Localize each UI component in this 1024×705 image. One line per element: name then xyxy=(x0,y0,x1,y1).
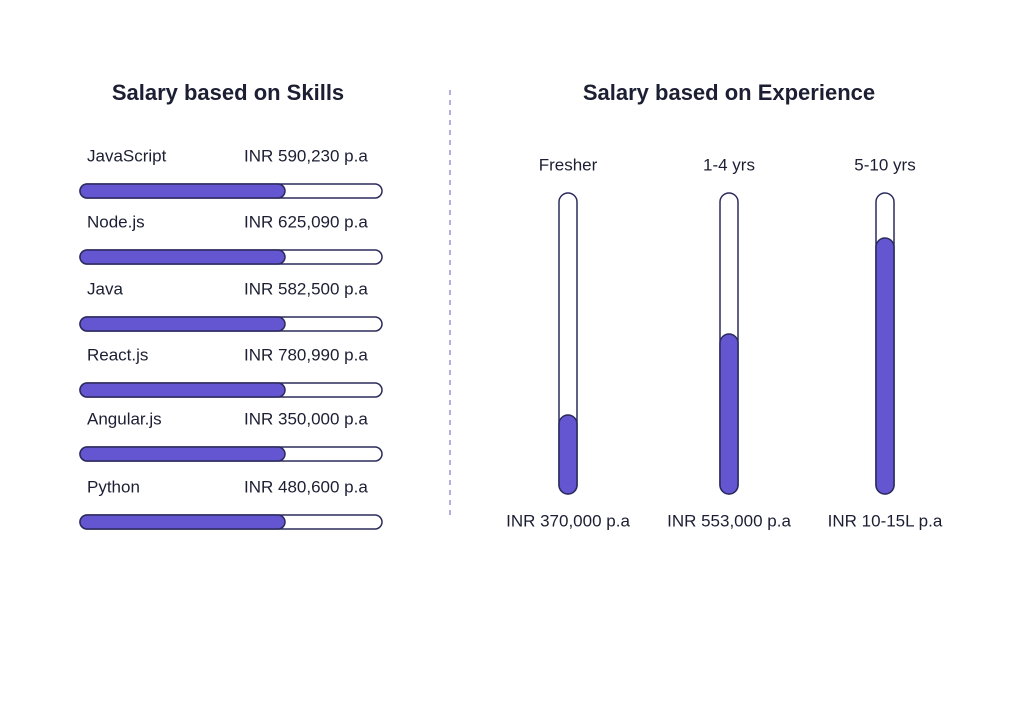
bar-fill xyxy=(79,382,286,398)
tube-fill xyxy=(875,237,895,495)
level-salary: INR 10-15L p.a xyxy=(828,511,943,530)
skill-salary: INR 480,600 p.a xyxy=(244,477,368,496)
skill-name: Node.js xyxy=(87,212,145,231)
skill-name: React.js xyxy=(87,345,148,364)
skills-title: Salary based on Skills xyxy=(112,80,344,105)
bar-fill xyxy=(79,249,286,265)
level-label: 5-10 yrs xyxy=(854,155,915,174)
experience-columns: Fresher INR 370,000 p.a 1-4 yrs INR 553,000… xyxy=(506,155,943,530)
experience-title: Salary based on Experience xyxy=(583,80,875,105)
tube-fill xyxy=(558,414,578,495)
bar-fill xyxy=(79,514,286,530)
skill-name: Java xyxy=(87,279,123,298)
bar-fill xyxy=(79,316,286,332)
bar-fill xyxy=(79,183,286,199)
skill-salary: INR 350,000 p.a xyxy=(244,409,368,428)
skill-salary: INR 582,500 p.a xyxy=(244,279,368,298)
level-salary: INR 553,000 p.a xyxy=(667,511,791,530)
level-salary: INR 370,000 p.a xyxy=(506,511,630,530)
skill-name: Python xyxy=(87,477,140,496)
level-label: Fresher xyxy=(539,155,598,174)
skill-name: Angular.js xyxy=(87,409,162,428)
skill-salary: INR 780,990 p.a xyxy=(244,345,368,364)
tube-fill xyxy=(719,333,739,495)
skill-salary: INR 625,090 p.a xyxy=(244,212,368,231)
skill-salary: INR 590,230 p.a xyxy=(244,146,368,165)
skill-name: JavaScript xyxy=(87,146,167,165)
level-label: 1-4 yrs xyxy=(703,155,755,174)
bar-fill xyxy=(79,446,286,462)
skills-list: JavaScript INR 590,230 p.a Node.js INR 625,… xyxy=(79,146,383,530)
